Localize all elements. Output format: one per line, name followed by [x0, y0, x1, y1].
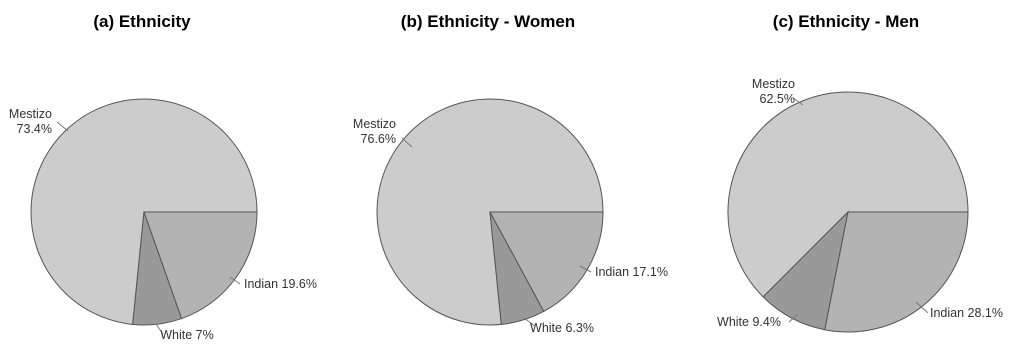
pie-slices-c	[727, 91, 969, 333]
slice-label-indian: Indian 19.6%	[244, 277, 317, 291]
pie-labels-b: Mestizo 76.6% White 6.3% Indian 17.1%	[353, 117, 668, 335]
pie-chart-a: (a) Ethnicity Mestizo 73.4% White 7% Indian…	[9, 12, 317, 342]
chart-title-b: (b) Ethnicity - Women	[401, 12, 575, 31]
slice-label-white: White 9.4%	[717, 315, 781, 329]
pie-slice-indian	[143, 211, 258, 320]
leader-line-indian	[229, 276, 241, 285]
leader-line-white	[788, 313, 799, 323]
leader-line-white	[155, 323, 164, 335]
slice-label-indian: Indian 28.1%	[930, 306, 1003, 320]
leader-line-white	[523, 317, 536, 327]
leader-line-indian	[579, 265, 592, 273]
slice-label-indian: Indian 17.1%	[595, 265, 668, 279]
pie-chart-c: (c) Ethnicity - Men Mestizo 62.5% White 9.…	[717, 12, 1003, 333]
pie-labels-c: Mestizo 62.5% White 9.4% Indian 28.1%	[717, 77, 1003, 329]
leader-line-mestizo	[56, 121, 69, 132]
chart-title-c: (c) Ethnicity - Men	[773, 12, 919, 31]
leader-line-indian	[915, 301, 929, 314]
leader-line-mestizo	[401, 137, 413, 148]
pie-chart-b: (b) Ethnicity - Women Mestizo 76.6% White …	[353, 12, 668, 335]
pie-slice-mestizo	[727, 91, 969, 298]
leader-line-mestizo	[792, 97, 804, 106]
pie-labels-a: Mestizo 73.4% White 7% Indian 19.6%	[9, 107, 317, 342]
pie-slices-b	[376, 98, 604, 326]
pie-slices-a	[30, 98, 258, 326]
chart-title-a: (a) Ethnicity	[93, 12, 191, 31]
slice-label-mestizo: Mestizo 76.6%	[353, 117, 396, 146]
slice-label-mestizo: Mestizo 62.5%	[752, 77, 795, 106]
pie-slice-indian	[824, 211, 969, 333]
slice-label-white: White 7%	[160, 328, 214, 342]
slice-label-white: White 6.3%	[530, 321, 594, 335]
slice-label-mestizo: Mestizo 73.4%	[9, 107, 52, 136]
